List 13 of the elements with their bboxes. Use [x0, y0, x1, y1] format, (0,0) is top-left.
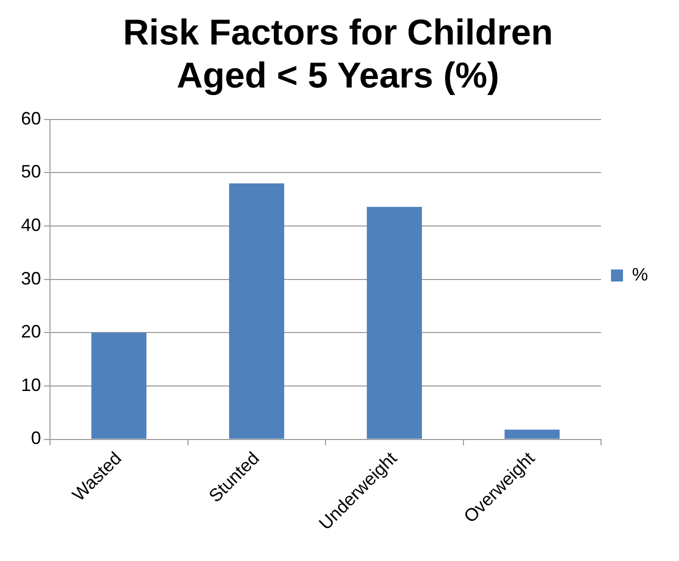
bar — [366, 206, 422, 439]
y-tick-label: 50 — [20, 162, 42, 182]
bar — [229, 183, 284, 439]
y-tick-label: 40 — [20, 214, 42, 235]
bar — [91, 332, 146, 439]
y-tick-label: 20 — [20, 322, 42, 342]
legend-label: % — [632, 264, 648, 284]
bar — [504, 430, 560, 439]
y-tick-label: 30 — [20, 268, 42, 288]
y-tick-label: 0 — [31, 428, 42, 448]
chart-title: Risk Factors for Children Aged < 5 Years (%) — [122, 12, 554, 96]
y-tick-label: 10 — [20, 374, 42, 395]
y-tick-label: 60 — [20, 108, 42, 128]
